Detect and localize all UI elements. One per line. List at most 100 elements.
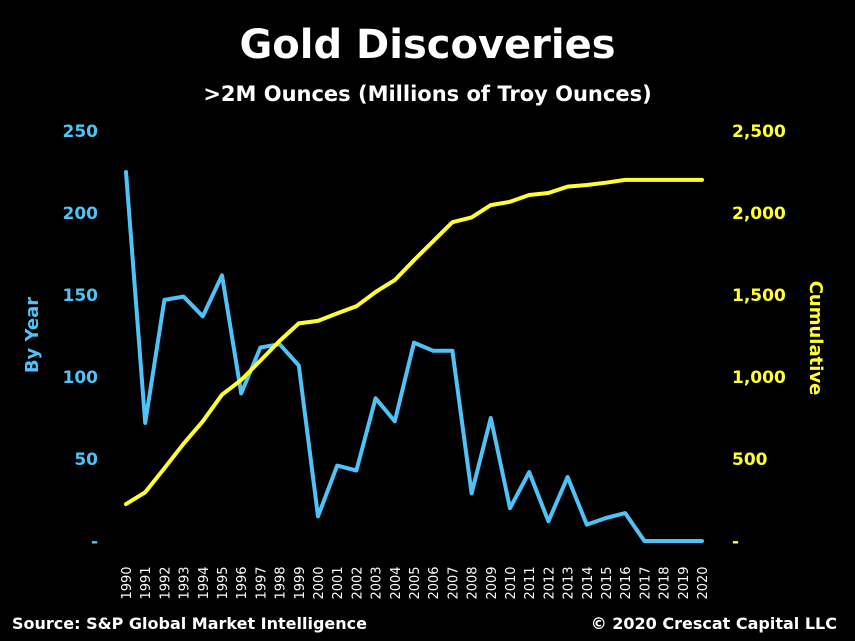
by-year-point (412, 341, 416, 345)
cumulative-point (700, 178, 704, 182)
by-year-point (604, 516, 608, 520)
cumulative-point (143, 490, 147, 494)
by-year-series-line (124, 170, 704, 543)
x-tick-label: 1993 (178, 566, 193, 599)
cumulative-point (239, 378, 243, 382)
x-tick-label: 2009 (485, 566, 500, 599)
cumulative-point (662, 178, 666, 182)
x-tick-label: 2001 (331, 566, 346, 599)
cumulative-point (374, 290, 378, 294)
by-year-point (642, 539, 646, 543)
x-tick-label: 2004 (389, 566, 404, 599)
by-year-point (450, 349, 454, 353)
x-tick-label: 1991 (139, 566, 154, 599)
cumulative-point (412, 258, 416, 262)
x-tick-label: 2008 (466, 566, 481, 599)
x-tick-label: 2017 (638, 566, 653, 599)
y-right-tick-label: - (732, 532, 739, 552)
x-tick-label: 2013 (562, 566, 577, 599)
y-left-tick-label: 150 (63, 286, 99, 306)
y-left-tick-label: 100 (63, 368, 99, 388)
by-year-point (297, 364, 301, 367)
cumulative-point (393, 278, 397, 282)
by-year-point (335, 464, 339, 468)
cumulative-point (604, 181, 608, 185)
y-left-tick-label: 250 (63, 122, 99, 142)
by-year-point (527, 470, 531, 474)
y-right-tick-label: 2,000 (732, 204, 786, 224)
by-year-point (182, 295, 186, 299)
x-axis-ticks: 1990 1991 1992 1993 1994 1995 1996 1997 1998 1999… (120, 566, 711, 599)
by-year-point (566, 475, 570, 479)
cumulative-point (354, 304, 358, 308)
cumulative-point (642, 178, 646, 182)
by-year-point (354, 469, 358, 472)
source-note: Source: S&P Global Market Intelligence (12, 614, 368, 633)
x-tick-label: 2002 (350, 566, 365, 599)
cumulative-point (431, 239, 435, 243)
x-tick-label: 1997 (254, 566, 269, 599)
by-year-point (239, 391, 243, 395)
by-year-point (431, 349, 435, 353)
by-year-point (546, 519, 550, 523)
cumulative-point (585, 183, 589, 187)
x-tick-label: 1998 (274, 566, 289, 599)
cumulative-point (489, 203, 493, 207)
y-right-tick-label: 1,000 (732, 368, 786, 388)
y-right-tick-label: 500 (732, 450, 768, 470)
x-tick-label: 2014 (581, 566, 596, 599)
cumulative-point (201, 419, 205, 423)
cumulative-point (623, 178, 627, 182)
x-tick-label: 2000 (312, 566, 327, 599)
by-year-point (470, 491, 474, 495)
cumulative-point (316, 319, 320, 323)
by-year-point (585, 523, 589, 527)
by-year-point (258, 346, 262, 349)
x-tick-label: 2015 (600, 566, 615, 599)
cumulative-point (470, 215, 474, 219)
y-left-tick-label: 200 (63, 204, 99, 224)
by-year-point (143, 421, 147, 425)
by-year-point (201, 314, 205, 318)
by-year-point (393, 419, 397, 423)
copyright-note: © 2020 Crescat Capital LLC (590, 614, 837, 633)
cumulative-point (297, 321, 301, 325)
x-tick-label: 2003 (370, 566, 385, 599)
cumulative-point (182, 442, 186, 446)
x-tick-label: 2006 (427, 566, 442, 599)
x-tick-label: 1990 (120, 566, 135, 599)
x-tick-label: 1996 (235, 566, 250, 599)
by-year-point (662, 539, 666, 543)
by-year-point (623, 511, 627, 515)
cumulative-point (546, 191, 550, 195)
x-tick-label: 2011 (523, 566, 538, 599)
x-tick-label: 2005 (408, 566, 423, 599)
cumulative-point (566, 185, 570, 189)
y-right-tick-label: 1,500 (732, 286, 786, 306)
x-tick-label: 2020 (696, 566, 711, 599)
y-left-tick-label: 50 (74, 450, 98, 470)
x-tick-label: 2010 (504, 566, 519, 599)
cumulative-point (450, 220, 454, 224)
by-year-point (508, 506, 512, 510)
cumulative-point (278, 339, 282, 343)
cumulative-point (508, 200, 512, 204)
cumulative-point (258, 359, 262, 363)
cumulative-point (124, 502, 128, 506)
by-year-point (700, 539, 704, 543)
by-year-point (489, 416, 493, 420)
by-year-point (374, 396, 378, 400)
cumulative-point (220, 393, 224, 397)
x-tick-label: 2007 (446, 566, 461, 599)
y-axis-right-title: Cumulative (805, 281, 826, 396)
x-tick-label: 1992 (158, 566, 173, 599)
x-tick-label: 2012 (542, 566, 557, 599)
y-axis-left-ticks: - 50 100 150 200 250 (63, 122, 99, 552)
chart-title: Gold Discoveries (239, 22, 616, 68)
cumulative-point (527, 193, 531, 197)
x-tick-label: 1999 (293, 566, 308, 599)
by-year-point (162, 298, 166, 302)
chart-subtitle: >2M Ounces (Millions of Troy Ounces) (203, 82, 652, 106)
x-tick-label: 2016 (619, 566, 634, 599)
